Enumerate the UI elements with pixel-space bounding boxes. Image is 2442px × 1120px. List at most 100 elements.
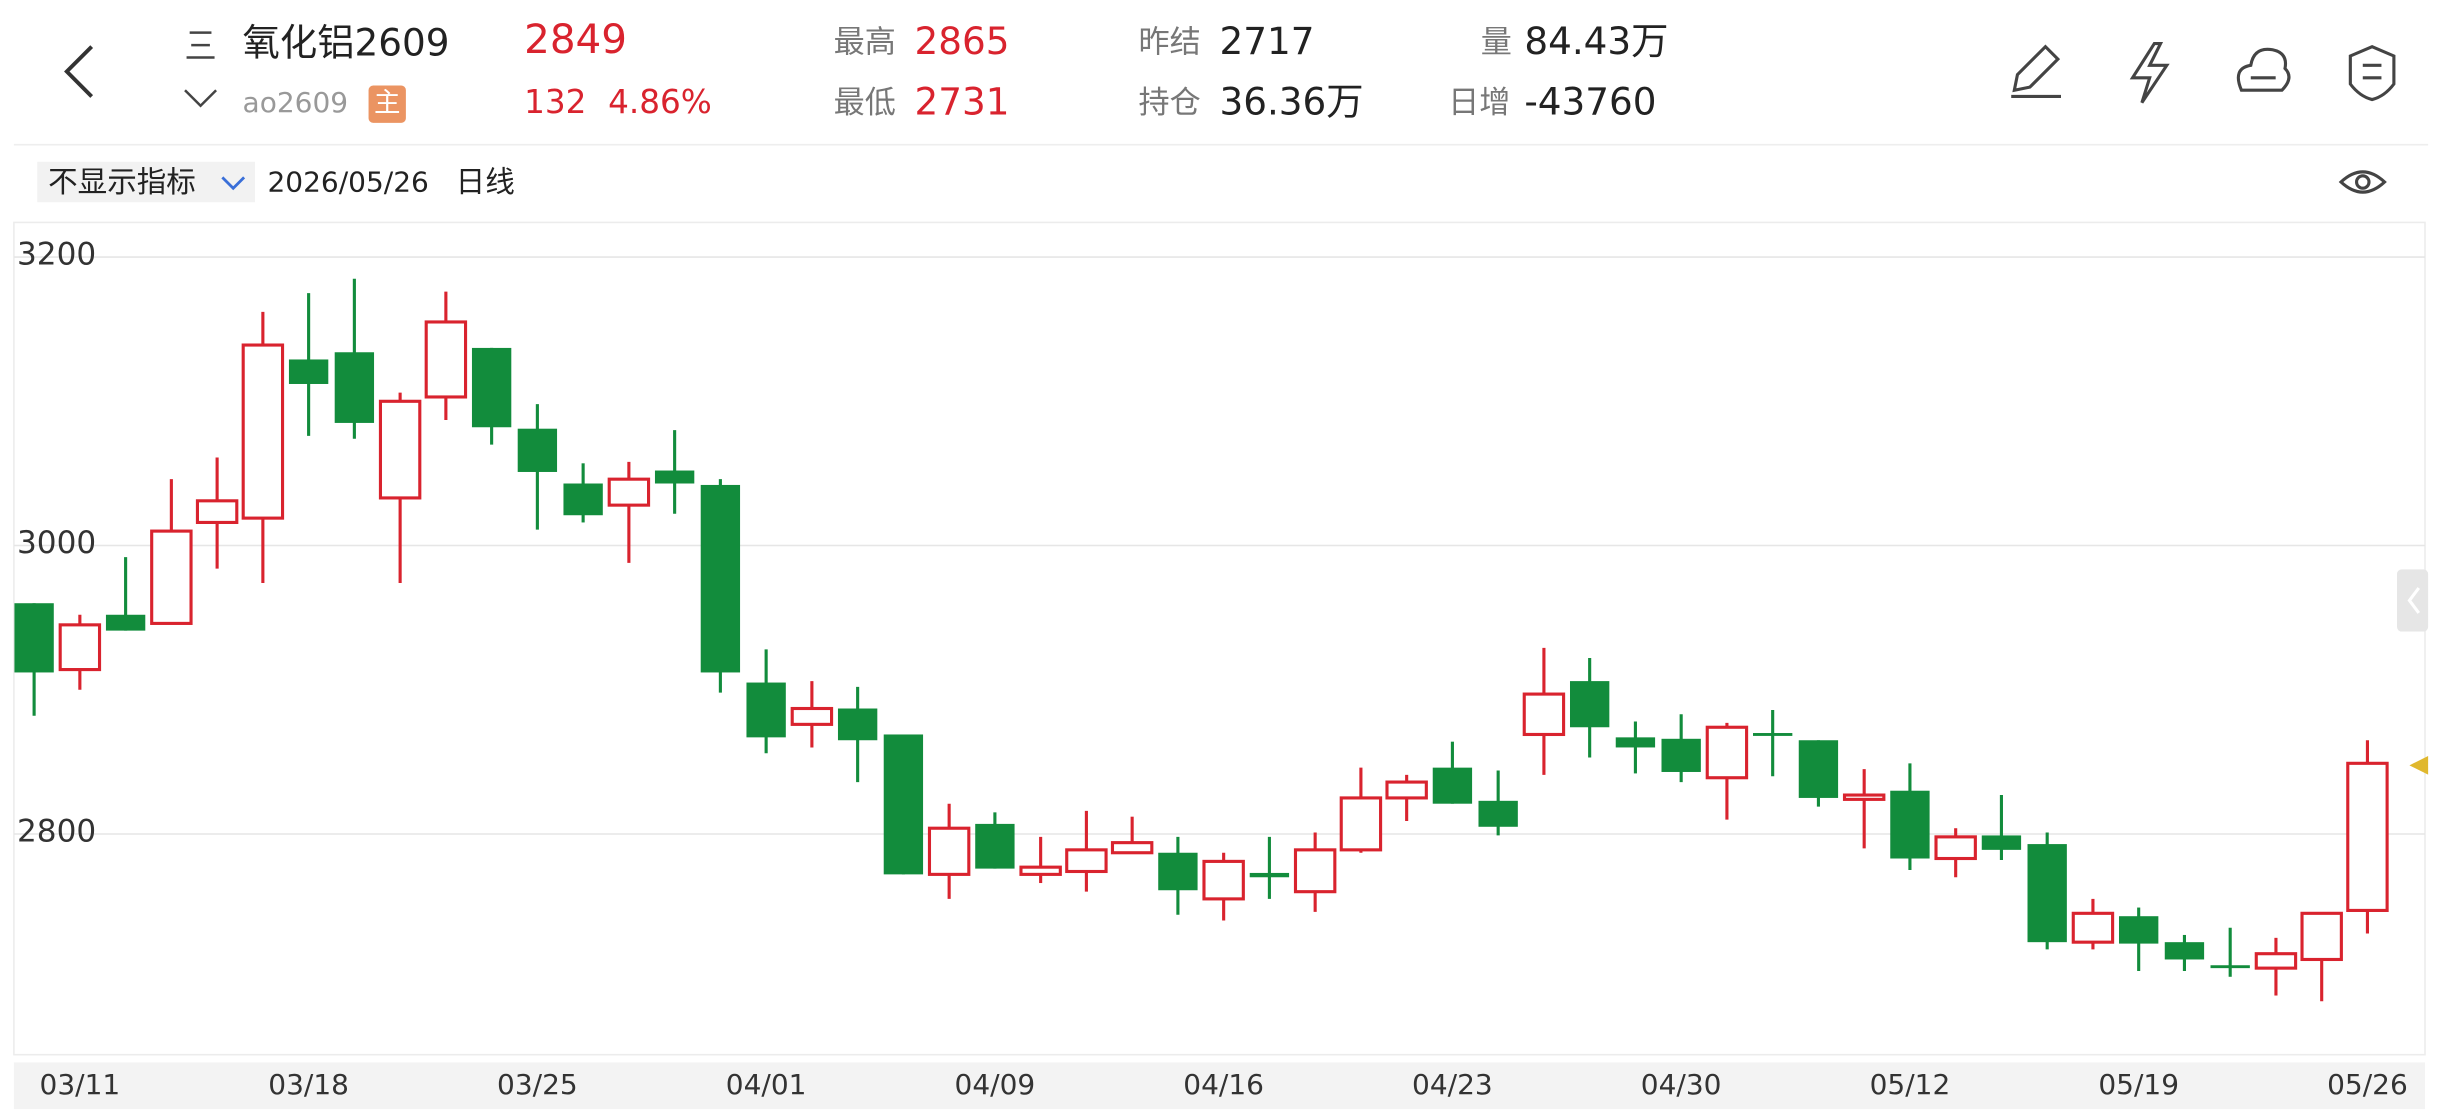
candle-body bbox=[2210, 965, 2250, 969]
candle-body bbox=[607, 477, 651, 507]
candle-body bbox=[2027, 844, 2067, 943]
shield-icon[interactable] bbox=[2348, 44, 2396, 102]
plot-frame bbox=[13, 221, 2426, 1056]
candle-body bbox=[288, 359, 329, 384]
candle-body bbox=[1753, 733, 1793, 736]
stat-value: 36.36万 bbox=[1219, 80, 1363, 124]
candle-body bbox=[1934, 835, 1977, 861]
y-tick-label: 2800 bbox=[17, 813, 96, 849]
eye-icon[interactable] bbox=[2338, 170, 2387, 194]
stat-label: 日增 bbox=[1448, 85, 1510, 121]
candle-body bbox=[1110, 841, 1154, 855]
candle-body bbox=[1478, 800, 1518, 827]
candle-body bbox=[14, 603, 54, 673]
candle-body bbox=[58, 623, 102, 672]
indicator-select[interactable] bbox=[37, 161, 255, 203]
candle-body bbox=[424, 320, 468, 399]
candle-body bbox=[1432, 767, 1473, 804]
candle-body bbox=[2119, 916, 2159, 944]
x-tick-label: 03/11 bbox=[40, 1068, 121, 1101]
stat-value: 2717 bbox=[1219, 19, 1314, 63]
candle-body bbox=[1981, 835, 2022, 850]
x-tick-label: 05/19 bbox=[2098, 1068, 2179, 1101]
candle-body bbox=[1569, 681, 1610, 728]
candle-body bbox=[1249, 872, 1290, 878]
stat-value: 2865 bbox=[915, 19, 1010, 63]
badge-bg bbox=[368, 85, 406, 123]
candle-body bbox=[517, 428, 558, 472]
x-tick-label: 03/25 bbox=[497, 1068, 578, 1101]
back-button[interactable] bbox=[64, 45, 94, 98]
change-pct: 4.86% bbox=[608, 83, 712, 121]
candle-body bbox=[975, 823, 1015, 869]
candle-body bbox=[1890, 790, 1930, 859]
menu-icon[interactable] bbox=[186, 31, 215, 59]
stat-label: 最高 bbox=[834, 25, 896, 61]
period[interactable]: 日线 bbox=[456, 165, 515, 199]
x-axis-band bbox=[13, 1062, 2425, 1110]
expand-icon[interactable] bbox=[184, 89, 217, 108]
indicator-text[interactable]: 不显示指标 bbox=[48, 165, 196, 199]
x-tick-label: 04/01 bbox=[726, 1068, 807, 1101]
candle-body bbox=[2254, 952, 2298, 970]
x-tick-label: 04/16 bbox=[1183, 1068, 1264, 1101]
candle-body bbox=[2300, 911, 2343, 962]
candle-body bbox=[837, 708, 878, 741]
candle-body bbox=[654, 470, 695, 484]
candle-body bbox=[2071, 911, 2115, 944]
side-handle[interactable] bbox=[2397, 569, 2429, 632]
contract-code: ao2609 bbox=[243, 86, 349, 119]
stat-label: 持仓 bbox=[1139, 85, 1201, 121]
cloud-icon[interactable] bbox=[2236, 47, 2291, 92]
candle-body bbox=[1293, 848, 1337, 894]
stat-value: -43760 bbox=[1524, 80, 1656, 124]
candle-body bbox=[2164, 942, 2205, 960]
badge: 主 bbox=[374, 88, 400, 119]
side-handle-arrow[interactable] bbox=[2407, 587, 2421, 614]
x-tick-label: 03/18 bbox=[268, 1068, 349, 1101]
candle-body bbox=[378, 399, 422, 500]
candle-body bbox=[2346, 761, 2389, 912]
y-tick-label: 3200 bbox=[17, 237, 96, 273]
candle-body bbox=[927, 826, 971, 876]
pencil-icon[interactable] bbox=[2011, 44, 2061, 98]
date: 2026/05/26 bbox=[267, 166, 428, 199]
candle-body bbox=[241, 343, 285, 520]
stat-value: 2731 bbox=[915, 80, 1010, 124]
candle-body bbox=[471, 347, 512, 428]
stat-label: 昨结 bbox=[1139, 25, 1201, 61]
stat-label: 量 bbox=[1481, 25, 1512, 61]
candle-body bbox=[700, 484, 741, 673]
contract-title: 氧化铝2609 bbox=[243, 21, 450, 65]
candle-body bbox=[563, 483, 603, 516]
candle-body bbox=[790, 706, 834, 726]
candle-body bbox=[1339, 796, 1383, 852]
candle-body bbox=[195, 499, 239, 525]
candle-body bbox=[1842, 793, 1886, 801]
candle-body bbox=[1385, 780, 1428, 800]
candle-body bbox=[883, 734, 924, 875]
stat-value: 84.43万 bbox=[1524, 19, 1668, 63]
candle-body bbox=[334, 352, 375, 423]
candle-body bbox=[150, 529, 193, 625]
candle-body bbox=[1065, 848, 1108, 874]
candle-body bbox=[1615, 737, 1656, 748]
stat-label: 最低 bbox=[834, 85, 896, 121]
candle-body bbox=[1798, 740, 1839, 798]
x-tick-label: 04/09 bbox=[955, 1068, 1036, 1101]
flash-icon[interactable] bbox=[2129, 42, 2170, 104]
last-price: 2849 bbox=[524, 15, 627, 63]
candle-body bbox=[746, 682, 786, 738]
candle-body bbox=[1019, 865, 1062, 876]
candle-body bbox=[105, 614, 146, 631]
x-tick-label: 05/12 bbox=[1870, 1068, 1951, 1101]
candle-body bbox=[1202, 859, 1245, 901]
dropdown-arrow[interactable] bbox=[221, 176, 246, 191]
candle-body bbox=[1705, 725, 1749, 780]
y-tick-label: 3000 bbox=[17, 525, 96, 561]
candle-body bbox=[1158, 852, 1198, 891]
candle-body bbox=[1522, 692, 1566, 737]
x-tick-label: 04/30 bbox=[1641, 1068, 1722, 1101]
